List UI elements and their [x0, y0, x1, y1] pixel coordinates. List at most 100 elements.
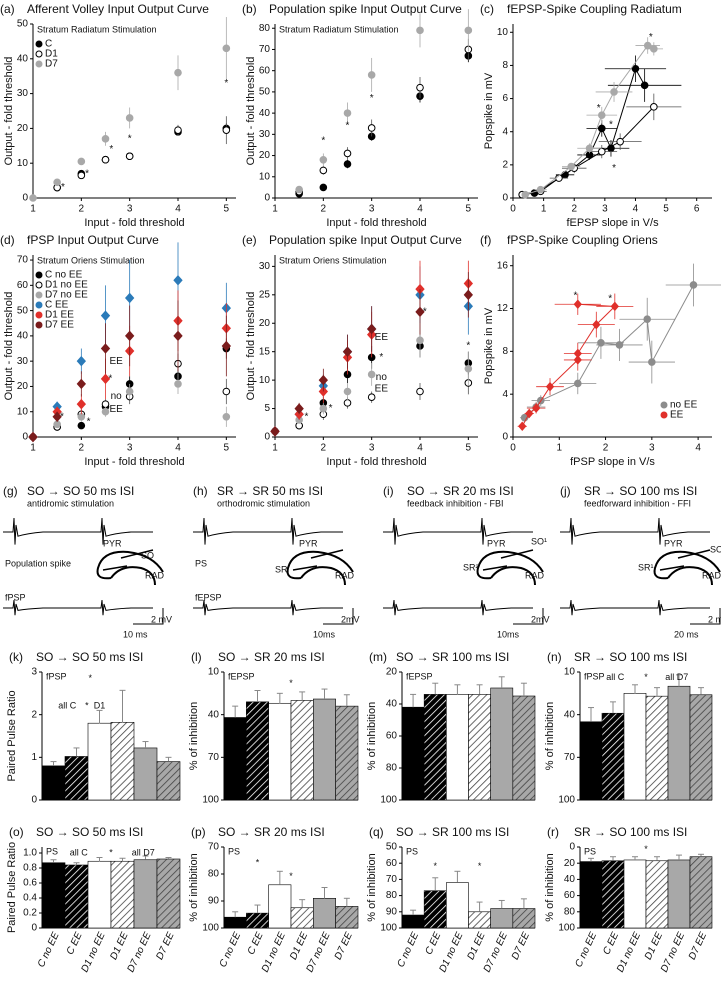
point [631, 64, 640, 73]
annotation: all C [606, 672, 625, 682]
y-tick-label: 8 [502, 346, 508, 357]
trace-label: 2mV [341, 614, 360, 624]
annotation: all C [58, 701, 77, 711]
chart-title: fEPSP-Spike Coupling Radiatum [507, 2, 682, 16]
y-tick-label: 0 [31, 795, 37, 806]
x-tick-label: 0 [510, 443, 516, 454]
bar [246, 912, 269, 929]
y-tick-label: 50 [17, 305, 29, 316]
chart-title: Population spike Input Output Curve [269, 2, 462, 16]
point [650, 45, 658, 53]
point [222, 387, 231, 396]
y-tick-label: 3 [31, 667, 37, 678]
point [173, 275, 183, 286]
y-tick-label: 100 [558, 923, 575, 934]
y-tick-label: 100 [380, 795, 397, 806]
point [295, 185, 303, 194]
trace-label: 10ms [497, 629, 520, 639]
bar [623, 859, 647, 929]
annotation: * [329, 403, 333, 414]
inset-label: PS [228, 846, 240, 856]
y-axis-label: % of inhibition [188, 702, 200, 771]
bar [579, 721, 603, 801]
annotation: * [61, 182, 65, 193]
point [343, 109, 352, 117]
legend-marker [35, 60, 43, 68]
y-tick-label: 40 [386, 699, 398, 710]
y-tick-label: 16 [497, 260, 509, 271]
x-axis-label: fPSP slope in V/s [570, 456, 655, 468]
y-tick-label: 20 [386, 667, 398, 678]
point [545, 381, 555, 392]
point [518, 421, 527, 432]
annotation: * [289, 678, 293, 688]
bar [110, 722, 135, 801]
annotation: * [644, 672, 648, 682]
panel-label: (m) [369, 650, 387, 664]
panel-label: (k) [9, 650, 23, 664]
trace [560, 517, 710, 545]
y-tick-label: 70 [17, 255, 29, 266]
y-tick-label: 60 [386, 731, 398, 742]
point [415, 306, 425, 318]
y-tick-label: 2 [31, 709, 37, 720]
x-axis-label: fEPSP slope in V/s [566, 217, 659, 229]
chart-title: SR → SO 100 ms ISI [584, 484, 697, 498]
x-tick-label: 4 [695, 443, 701, 454]
trace [193, 599, 343, 616]
point [101, 407, 110, 416]
y-tick-label: 50 [386, 842, 398, 853]
x-tick-label: 1 [541, 204, 547, 215]
trace-label: 10 ms [123, 629, 148, 639]
hippocampus-schematic [476, 550, 544, 586]
point [319, 183, 328, 192]
legend-label: C [45, 39, 52, 50]
panel-label: (q) [369, 825, 384, 839]
legend-label: D1 [45, 49, 58, 60]
y-tick-label: 50 [259, 87, 271, 98]
point [416, 26, 424, 35]
y-tick-label: 1.0 [23, 848, 37, 859]
point [100, 310, 111, 321]
electrode [102, 549, 154, 571]
y-tick-label: 40 [208, 709, 220, 720]
y-tick-label: 0 [502, 193, 508, 204]
point [77, 421, 86, 430]
y-tick-label: 0 [264, 193, 270, 204]
point [573, 348, 582, 359]
x-tick-label: C EE [246, 930, 266, 956]
x-tick-label: D7 EE [687, 930, 709, 961]
annotation: EE [375, 383, 389, 394]
trace-label: SO² [710, 544, 721, 554]
bar [110, 860, 135, 929]
annotation: * [304, 412, 308, 423]
trace-label: SR [275, 564, 288, 574]
chart-title: SO → SO 50 ms ISI [36, 650, 143, 664]
y-tick-label: 4 [502, 126, 508, 137]
trace-label: PYR [103, 538, 122, 548]
y-axis-label: % of inhibition [544, 853, 556, 922]
point [77, 157, 86, 166]
x-tick-label: 3 [369, 204, 375, 215]
annotation: * [423, 307, 427, 318]
point [100, 373, 111, 385]
subtitle: Stratum Oriens Stimulation [279, 255, 387, 265]
y-tick-label: 15 [259, 346, 271, 357]
y-tick-label: 8 [502, 60, 508, 71]
trace [383, 517, 533, 545]
point [125, 114, 134, 122]
bar [446, 882, 469, 929]
bar [41, 862, 66, 929]
annotation: all C [70, 847, 89, 857]
point [610, 301, 619, 312]
panel-label: (e) [242, 233, 257, 247]
y-tick-label: 30 [259, 129, 271, 140]
bar [468, 694, 491, 801]
point [366, 323, 377, 335]
point [367, 370, 376, 379]
panel-label: (d) [0, 233, 15, 247]
y-tick-label: 30 [259, 261, 271, 272]
inset-label: PS [46, 846, 58, 856]
annotation: all D7 [132, 847, 155, 857]
